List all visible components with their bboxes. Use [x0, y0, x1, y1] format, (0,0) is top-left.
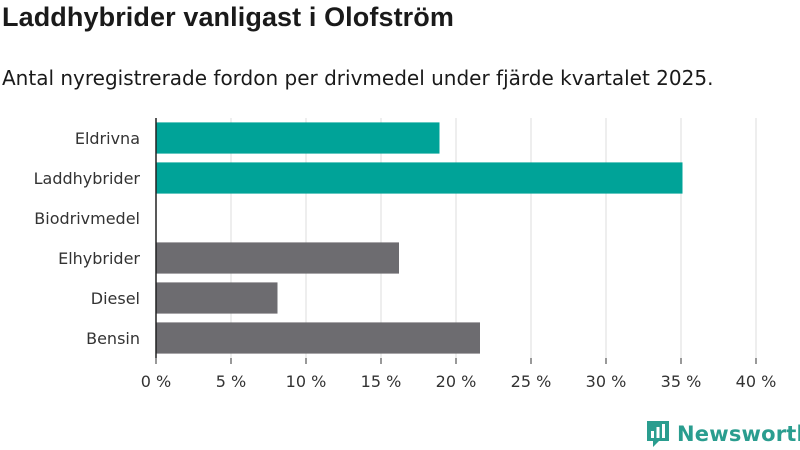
category-label: Biodrivmedel	[34, 209, 140, 228]
x-tick-label: 25 %	[511, 372, 552, 391]
x-tick-label: 30 %	[586, 372, 627, 391]
x-tick-label: 35 %	[661, 372, 702, 391]
brand-logo: Newsworthy	[645, 419, 800, 449]
x-tick-label: 5 %	[216, 372, 246, 391]
chart-subtitle: Antal nyregistrerade fordon per drivmede…	[2, 66, 714, 90]
bar	[156, 122, 440, 154]
bar	[156, 322, 480, 354]
brand-name: Newsworthy	[677, 422, 800, 446]
category-label: Eldrivna	[75, 129, 140, 148]
category-label: Diesel	[91, 289, 140, 308]
bar	[156, 282, 278, 314]
chart-title: Laddhybrider vanligast i Olofström	[2, 2, 454, 32]
category-label: Laddhybrider	[34, 169, 141, 188]
x-tick-label: 20 %	[436, 372, 477, 391]
newsworthy-logo-icon	[647, 421, 669, 447]
bar-chart: Eldrivna Laddhybrider Biodrivmedel Elhybrid…	[34, 118, 777, 391]
bar	[156, 162, 683, 194]
x-tick-label: 40 %	[736, 372, 777, 391]
x-tick-label: 0 %	[141, 372, 171, 391]
category-label: Bensin	[86, 329, 140, 348]
x-tick-label: 10 %	[286, 372, 327, 391]
x-tick-label: 15 %	[361, 372, 402, 391]
bar	[156, 242, 399, 274]
category-label: Elhybrider	[58, 249, 140, 268]
